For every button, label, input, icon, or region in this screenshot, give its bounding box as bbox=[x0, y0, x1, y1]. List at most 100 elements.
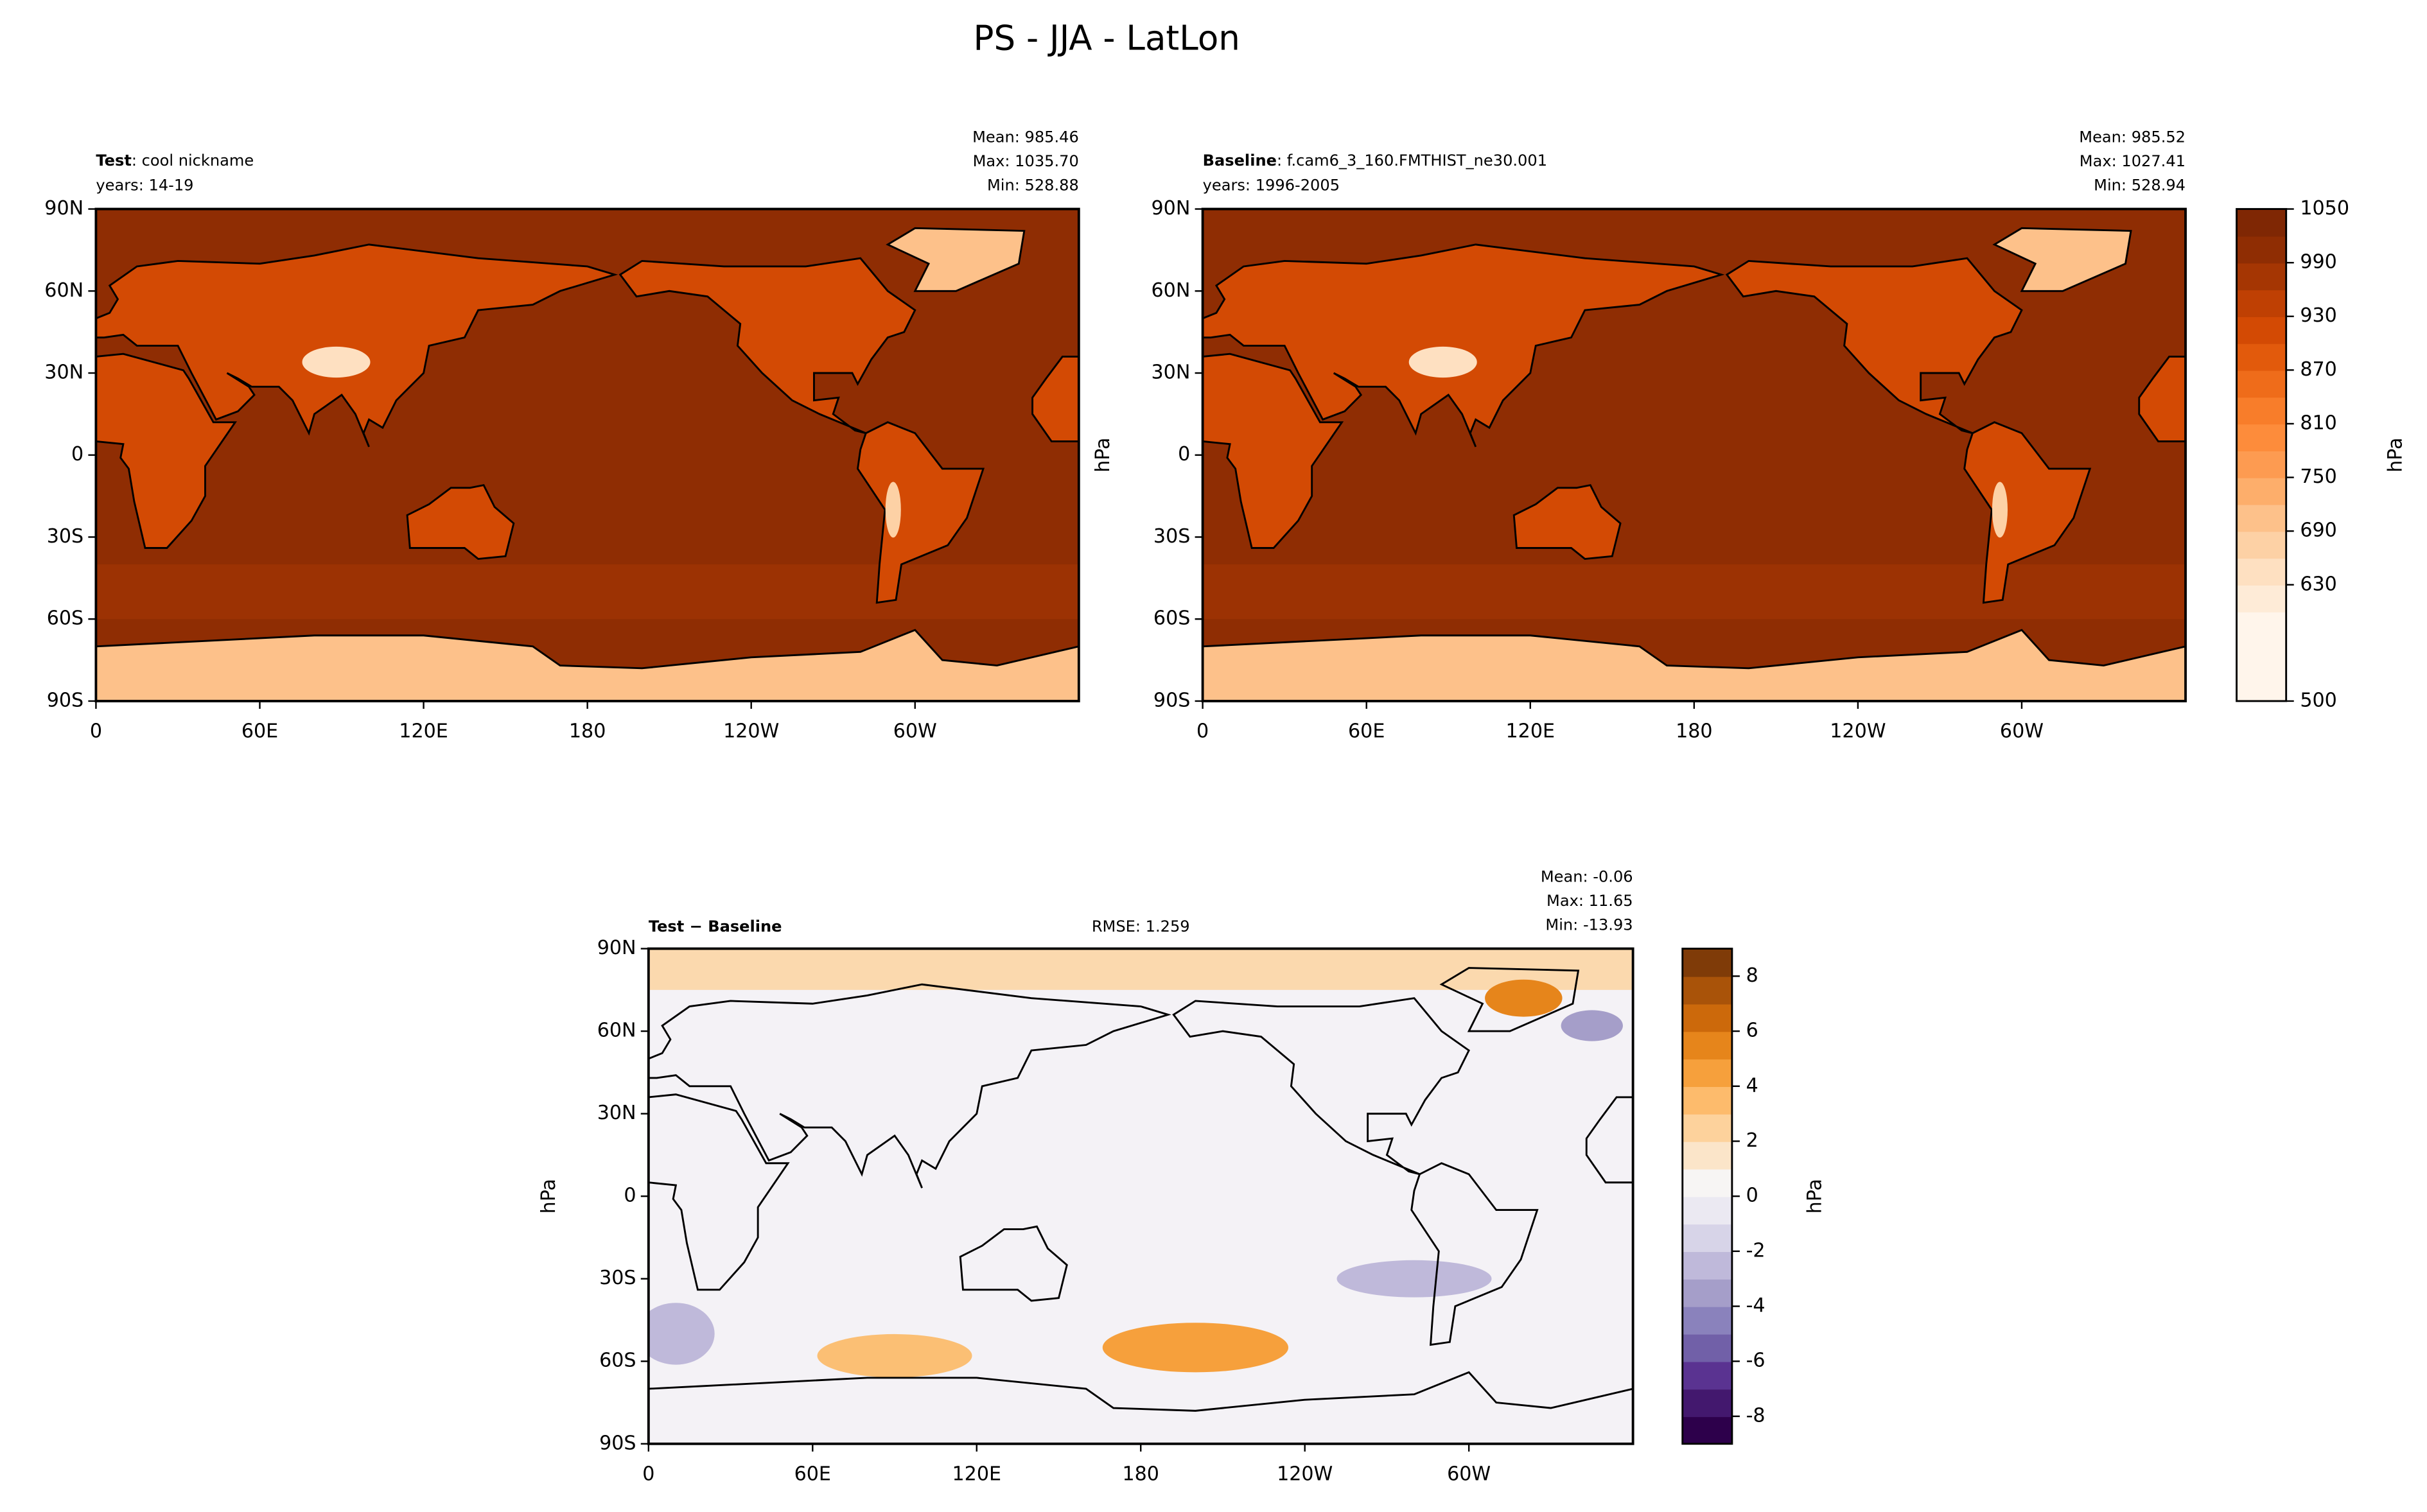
x-tick-label: 120E bbox=[399, 720, 448, 743]
y-tick-label: 60S bbox=[47, 607, 83, 630]
x-tick-label: 120E bbox=[1506, 720, 1555, 743]
coastline bbox=[96, 243, 618, 448]
colorbar-band bbox=[2236, 423, 2286, 451]
colorbar-band bbox=[2236, 531, 2286, 559]
coastline bbox=[1439, 967, 1580, 1032]
y-tick-label: 60S bbox=[599, 1350, 636, 1372]
colorbar-band bbox=[1682, 1251, 1732, 1280]
y-tick-label: 30S bbox=[47, 525, 83, 548]
coastline bbox=[856, 421, 985, 604]
stat: Min: 528.88 bbox=[987, 176, 1079, 194]
anomaly bbox=[1102, 1323, 1288, 1373]
colorbar-tick-label: 4 bbox=[1746, 1074, 1758, 1097]
colorbar-band bbox=[2236, 370, 2286, 398]
y-tick-label: 90S bbox=[47, 689, 83, 711]
panel-label: Test: cool nickname bbox=[96, 152, 254, 169]
anomaly bbox=[1485, 979, 1563, 1017]
colorbar-band bbox=[1682, 1334, 1732, 1362]
panel-name: Baseline bbox=[1203, 152, 1277, 169]
panel-years: years: 14-19 bbox=[96, 176, 193, 194]
colorbar-band bbox=[1682, 1113, 1732, 1142]
panel-name: Test − Baseline bbox=[649, 917, 782, 935]
southern-band bbox=[1202, 564, 2186, 620]
y-tick-label: 30S bbox=[1153, 525, 1190, 548]
y-tick-label: 60S bbox=[1153, 607, 1190, 630]
colorbar-band bbox=[1682, 1361, 1732, 1390]
map-field bbox=[648, 948, 1633, 1444]
colorbar-tick-label: -2 bbox=[1746, 1239, 1765, 1262]
y-tick-label: 60N bbox=[597, 1020, 636, 1042]
y-tick-label: 90S bbox=[1153, 689, 1190, 711]
y-tick-label: 60N bbox=[44, 279, 83, 302]
coastline bbox=[959, 1225, 1068, 1302]
map-panel: 0 60E 120E 180 120W 60W 90N 60N 30N 0 30S 60S 90S Tes… bbox=[44, 128, 1080, 743]
anomaly bbox=[1336, 1260, 1492, 1298]
colorbar-band bbox=[1682, 1086, 1732, 1115]
colorbar-band bbox=[1682, 1031, 1732, 1060]
y-tick-label: 90N bbox=[597, 937, 636, 959]
y-tick-label: 0 bbox=[1178, 443, 1190, 465]
coastline bbox=[1202, 352, 1344, 549]
coastline bbox=[1202, 243, 1725, 448]
stat: Min: 528.94 bbox=[2094, 176, 2186, 194]
tibet bbox=[1408, 346, 1477, 378]
coastline bbox=[1992, 227, 2132, 292]
x-tick-label: 0 bbox=[642, 1463, 654, 1485]
colorbar-band bbox=[2236, 450, 2286, 478]
colorbar-band bbox=[2236, 343, 2286, 371]
anomaly bbox=[1561, 1010, 1623, 1041]
y-tick-label: 30N bbox=[44, 361, 83, 384]
colorbar-band bbox=[2236, 316, 2286, 344]
colorbar-band bbox=[2236, 504, 2286, 532]
colorbar-band bbox=[2236, 397, 2286, 425]
colorbar-label: hPa bbox=[2384, 438, 2406, 473]
y-tick-label: 30S bbox=[599, 1267, 636, 1289]
map-panel: 0 60E 120E 180 120W 60W 90N 60N 30N 0 30S 60S 90S Bas… bbox=[1092, 128, 2406, 743]
colorbar-band bbox=[1682, 1278, 1732, 1307]
colorbar-band bbox=[1682, 1306, 1732, 1335]
colorbar-tick-label: 630 bbox=[2300, 573, 2336, 595]
colorbar-tick-label: 690 bbox=[2300, 519, 2336, 542]
coastline bbox=[618, 257, 916, 435]
stat: Mean: 985.46 bbox=[972, 128, 1079, 146]
colorbar-band bbox=[2236, 289, 2286, 317]
panel-label: Test − Baseline bbox=[649, 917, 782, 935]
stat: Min: -13.93 bbox=[1545, 916, 1633, 934]
colorbar-tick-label: 810 bbox=[2300, 412, 2336, 434]
andes bbox=[885, 482, 901, 538]
panel-name: Test bbox=[96, 152, 131, 169]
x-tick-label: 120E bbox=[952, 1463, 1002, 1485]
stat: Max: 11.65 bbox=[1546, 892, 1633, 910]
colorbar-band bbox=[1682, 1224, 1732, 1253]
coastline bbox=[648, 983, 1171, 1188]
coastline bbox=[96, 629, 1079, 701]
colorbar-tick-label: 990 bbox=[2300, 251, 2336, 274]
figure-title: PS - JJA - LatLon bbox=[974, 18, 1240, 58]
y-axis-label: hPa bbox=[1092, 438, 1114, 473]
y-tick-label: 0 bbox=[71, 443, 83, 465]
colorbar-band bbox=[2236, 477, 2286, 505]
y-tick-label: 90N bbox=[1152, 197, 1191, 220]
colorbar-tick-label: 870 bbox=[2300, 358, 2336, 381]
coastline bbox=[648, 1093, 790, 1291]
coastline bbox=[1725, 257, 2023, 435]
colorbar-tick-label: 2 bbox=[1746, 1129, 1758, 1152]
coastline bbox=[96, 352, 237, 549]
x-tick-label: 180 bbox=[1676, 720, 1712, 743]
coastline bbox=[1963, 421, 2092, 604]
colorbar-band bbox=[1682, 1004, 1732, 1032]
x-tick-label: 60W bbox=[1447, 1463, 1491, 1485]
colorbar-band bbox=[1682, 1416, 1732, 1445]
x-tick-label: 60W bbox=[2000, 720, 2044, 743]
coastline bbox=[1512, 483, 1622, 560]
coastline bbox=[406, 483, 515, 560]
y-tick-label: 30N bbox=[1152, 361, 1191, 384]
colorbar-band bbox=[2236, 611, 2286, 702]
stat: Mean: 985.52 bbox=[2079, 128, 2186, 146]
x-tick-label: 60W bbox=[893, 720, 937, 743]
x-tick-label: 180 bbox=[1122, 1463, 1159, 1485]
southern-band bbox=[96, 564, 1079, 620]
colorbar-tick-label: -6 bbox=[1746, 1350, 1765, 1372]
stat: Mean: -0.06 bbox=[1541, 868, 1633, 886]
x-tick-label: 0 bbox=[90, 720, 102, 743]
